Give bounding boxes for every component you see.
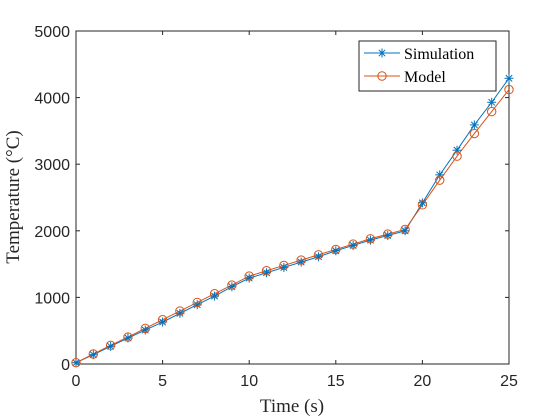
data-point-model	[279, 260, 289, 271]
x-tick-label: 0	[72, 373, 81, 390]
x-tick-label: 15	[327, 373, 345, 390]
series-line-simulation	[75, 77, 510, 364]
data-point-model	[417, 200, 428, 210]
series-layer	[71, 73, 514, 368]
y-tick-label: 0	[61, 357, 70, 374]
legend-marker-simulation	[377, 48, 387, 58]
y-axis-label: Temperature (°C)	[3, 130, 24, 263]
data-point-model	[313, 250, 324, 260]
data-point-simulation	[487, 97, 497, 107]
data-point-model	[486, 106, 497, 117]
data-point-simulation	[469, 120, 479, 130]
data-point-model	[123, 332, 133, 342]
data-point-model	[157, 315, 168, 325]
data-point-model	[175, 306, 185, 316]
data-point-model	[331, 244, 341, 255]
y-tick-label: 1000	[34, 290, 70, 307]
data-point-model	[504, 84, 514, 95]
data-point-model	[400, 224, 410, 235]
y-tick-label: 4000	[34, 91, 70, 108]
data-point-model	[244, 271, 254, 281]
data-point-model	[227, 280, 237, 290]
data-point-model	[71, 357, 81, 368]
legend-marker-simulation	[377, 48, 387, 58]
data-point-model	[435, 175, 445, 185]
legend-marker-model	[377, 71, 387, 81]
data-point-simulation	[192, 300, 202, 310]
axis-ticks: 0 5 10 15 20 25 0 1000 2000 3000 4000 5000	[34, 24, 518, 390]
data-point-model	[452, 151, 462, 161]
data-point-model	[192, 297, 202, 308]
data-point-simulation	[210, 291, 220, 301]
data-point-simulation	[504, 73, 514, 83]
data-point-simulation	[71, 358, 81, 368]
data-point-simulation	[313, 252, 323, 262]
data-point-model	[365, 234, 376, 244]
data-point-model	[296, 255, 306, 265]
legend-label-simulation: Simulation	[404, 46, 474, 63]
data-point-model	[261, 266, 272, 276]
data-point-simulation	[88, 350, 98, 360]
data-point-simulation	[435, 170, 445, 180]
x-tick-label: 25	[500, 373, 518, 390]
x-axis-label: Time (s)	[260, 396, 324, 417]
data-point-model	[383, 229, 393, 239]
legend-marker-model	[377, 71, 387, 81]
data-point-simulation	[227, 282, 237, 292]
y-tick-label: 2000	[34, 224, 70, 241]
y-tick-label: 5000	[34, 24, 70, 41]
data-point-model	[469, 128, 480, 139]
x-tick-label: 10	[240, 373, 258, 390]
legend: Simulation Model	[358, 40, 497, 92]
data-point-model	[88, 349, 99, 359]
data-point-model	[348, 239, 358, 249]
data-point-model	[209, 289, 220, 299]
data-point-simulation	[140, 325, 150, 335]
legend-label-model: Model	[404, 69, 446, 86]
data-point-simulation	[158, 317, 168, 327]
data-point-model	[105, 340, 116, 351]
x-tick-label: 5	[158, 373, 167, 390]
y-tick-label: 3000	[34, 157, 70, 174]
x-tick-label: 20	[414, 373, 432, 390]
data-point-simulation	[175, 308, 185, 318]
data-point-model	[140, 323, 150, 334]
